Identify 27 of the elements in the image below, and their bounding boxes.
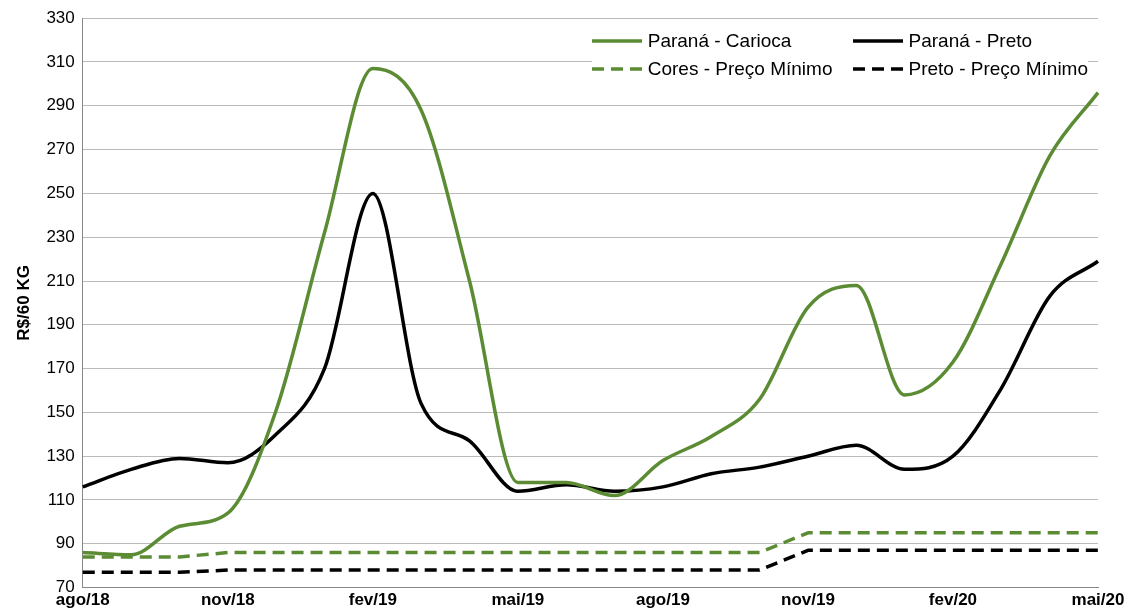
legend-label: Paraná - Preto — [908, 30, 1033, 52]
x-tick-label: fev/20 — [928, 590, 978, 610]
y-tick-label: 250 — [46, 183, 75, 203]
y-tick-label: 310 — [46, 51, 75, 71]
y-tick-label: 170 — [46, 358, 75, 378]
line-series — [81, 191, 1100, 493]
y-tick-label: 230 — [46, 226, 75, 246]
y-tick-label: 270 — [46, 139, 75, 159]
y-tick-label: 190 — [46, 314, 75, 334]
y-tick-label: 110 — [47, 489, 75, 509]
y-tick-label: 70 — [55, 577, 75, 597]
y-axis-title: R$/60 KG — [13, 265, 33, 341]
y-tick-label: 150 — [46, 402, 75, 422]
legend-label: Paraná - Carioca — [647, 30, 792, 52]
x-tick-label: mai/19 — [491, 590, 545, 610]
x-tick-label: ago/19 — [635, 590, 690, 610]
y-tick-label: 90 — [55, 533, 75, 553]
x-tick-label: mai/20 — [1071, 590, 1125, 610]
legend-label: Preto - Preço Mínimo — [908, 58, 1088, 80]
y-tick-label: 210 — [46, 270, 75, 290]
x-tick-label: nov/19 — [781, 590, 835, 610]
x-tick-label: nov/18 — [200, 590, 255, 610]
y-tick-label: 130 — [46, 445, 75, 465]
y-tick-label: 290 — [46, 95, 75, 115]
x-tick-label: fev/19 — [348, 590, 397, 610]
y-tick-label: 330 — [46, 7, 75, 27]
legend-label: Cores - Preço Mínimo — [647, 58, 833, 80]
